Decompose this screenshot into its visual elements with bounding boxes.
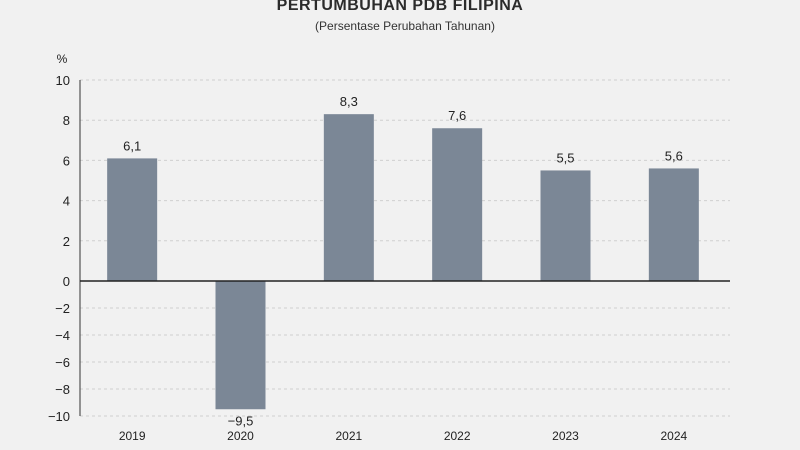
y-tick-label: 6 bbox=[63, 153, 70, 168]
bar-2019 bbox=[107, 158, 158, 281]
data-label-2021: 8,3 bbox=[340, 94, 358, 109]
x-tick-label: 2024 bbox=[660, 429, 687, 443]
bar-2021 bbox=[323, 114, 374, 281]
bar-2020 bbox=[215, 281, 266, 410]
data-label-2024: 5,6 bbox=[665, 148, 683, 163]
x-tick-label: 2021 bbox=[335, 429, 362, 443]
bar-2023 bbox=[540, 170, 591, 281]
data-label-2020: −9,5 bbox=[228, 413, 254, 428]
y-tick-label: −4 bbox=[55, 328, 70, 343]
data-label-2023: 5,5 bbox=[556, 150, 574, 165]
y-tick-label: 8 bbox=[63, 113, 70, 128]
y-tick-label: 2 bbox=[63, 234, 70, 249]
y-tick-label: −10 bbox=[48, 409, 70, 424]
chart-title: PERTUMBUHAN PDB FILIPINA bbox=[277, 0, 524, 14]
y-tick-label: −6 bbox=[55, 355, 70, 370]
y-tick-label: −8 bbox=[55, 382, 70, 397]
x-tick-label: 2020 bbox=[227, 429, 254, 443]
y-axis-unit: % bbox=[57, 52, 68, 66]
data-label-2022: 7,6 bbox=[448, 108, 466, 123]
y-tick-label: 4 bbox=[63, 194, 70, 209]
x-tick-label: 2019 bbox=[119, 429, 146, 443]
data-label-2019: 6,1 bbox=[123, 138, 141, 153]
y-tick-label: −2 bbox=[55, 301, 70, 316]
chart-subtitle: (Persentase Perubahan Tahunan) bbox=[315, 19, 495, 33]
y-tick-label: 10 bbox=[56, 73, 70, 88]
bar-2022 bbox=[432, 128, 483, 281]
x-tick-label: 2023 bbox=[552, 429, 579, 443]
x-tick-label: 2022 bbox=[444, 429, 471, 443]
y-tick-label: 0 bbox=[63, 274, 70, 289]
bar-2024 bbox=[648, 168, 699, 281]
